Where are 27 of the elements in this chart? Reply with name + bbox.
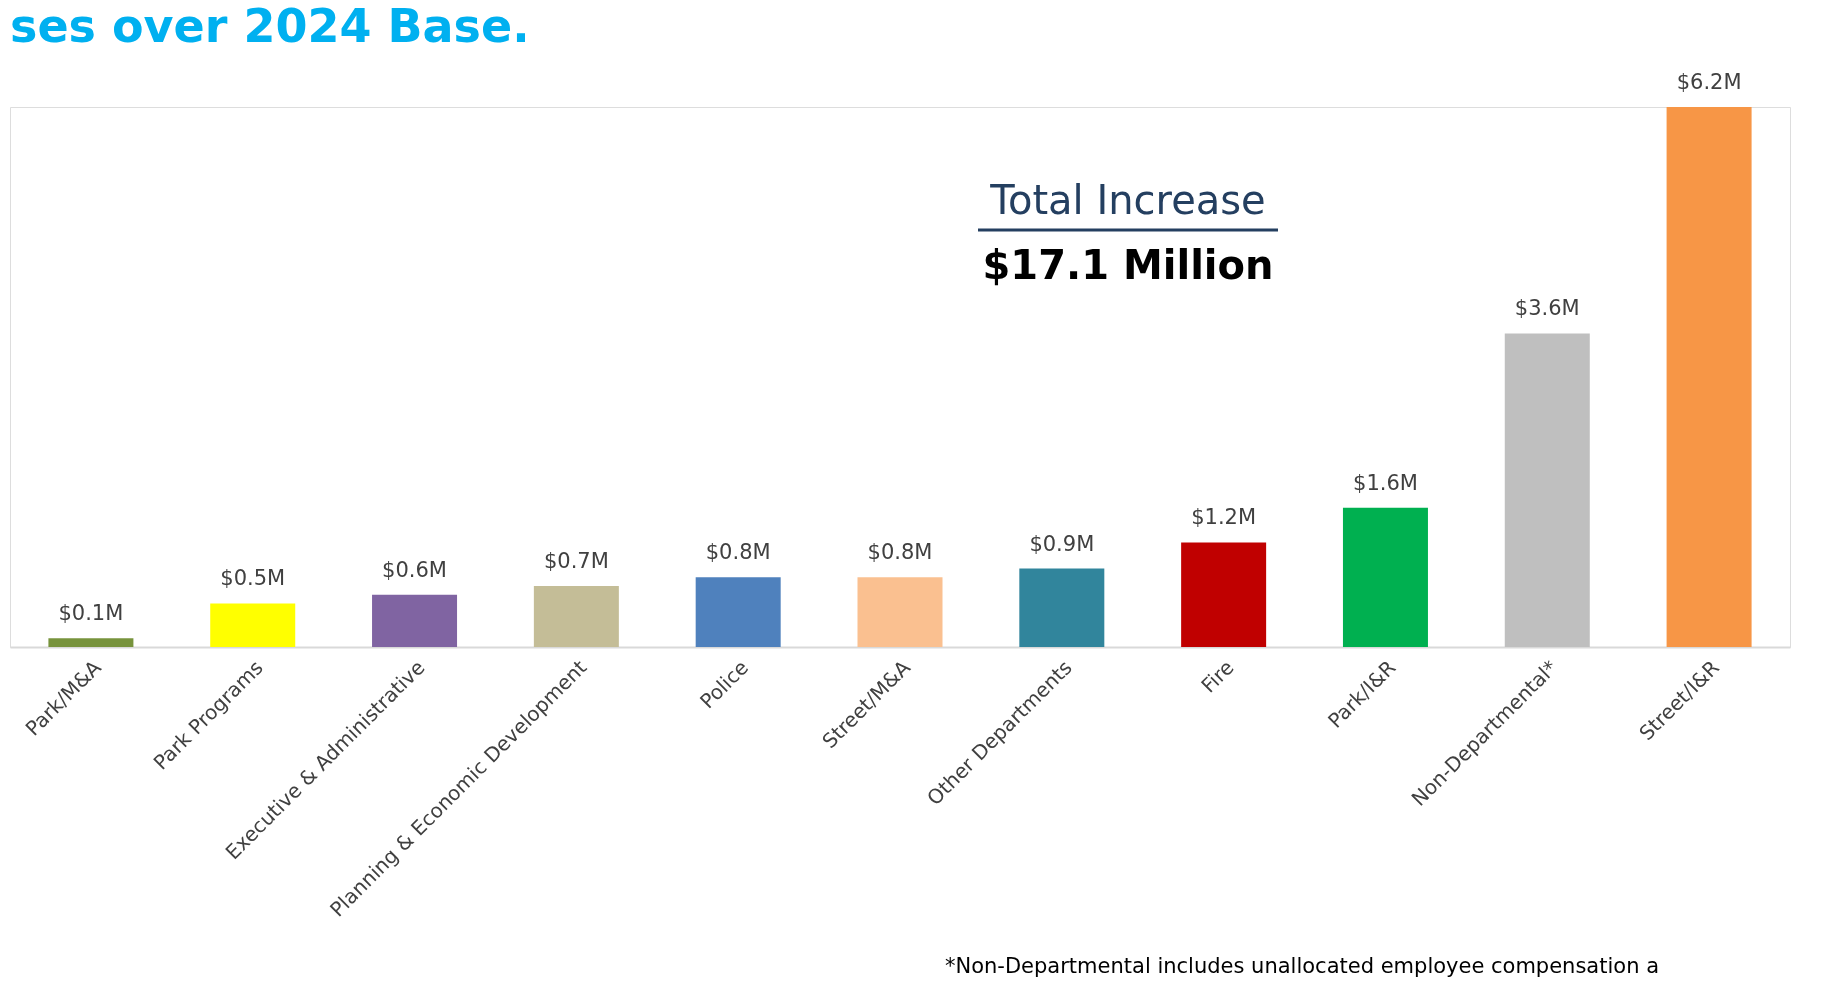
text: *Non-Departmental includes unallocated employee compensation a	[945, 954, 1659, 978]
bar	[1342, 507, 1428, 647]
data-label: $1.6M	[1353, 470, 1418, 495]
annotation: $17.1 Million	[982, 242, 1274, 288]
bar	[1181, 542, 1267, 647]
bar	[372, 594, 458, 647]
data-label: $6.2M	[1676, 70, 1742, 94]
bar	[1504, 333, 1590, 647]
data-label: $1.2M	[1191, 505, 1257, 530]
chart-title: ses over 2024 Base.	[10, 0, 530, 53]
annotation: Total Increase	[989, 177, 1266, 223]
bar	[48, 638, 134, 647]
bar	[1019, 568, 1105, 647]
data-label: $0.7M	[543, 549, 609, 574]
data-label: $0.9M	[1029, 531, 1095, 556]
data-label: $0.8M	[705, 540, 771, 565]
data-label: $0.6M	[382, 557, 447, 582]
bar	[210, 603, 296, 647]
data-label: $0.1M	[58, 601, 124, 626]
data-label: $0.5M	[220, 566, 286, 591]
data-label: $3.6M	[1514, 296, 1580, 321]
data-label: $0.8M	[867, 540, 933, 565]
bar	[533, 586, 619, 647]
x-tick-label: Fire	[1196, 655, 1239, 698]
bar	[857, 577, 943, 647]
bar	[695, 577, 781, 647]
bar	[1666, 107, 1752, 647]
